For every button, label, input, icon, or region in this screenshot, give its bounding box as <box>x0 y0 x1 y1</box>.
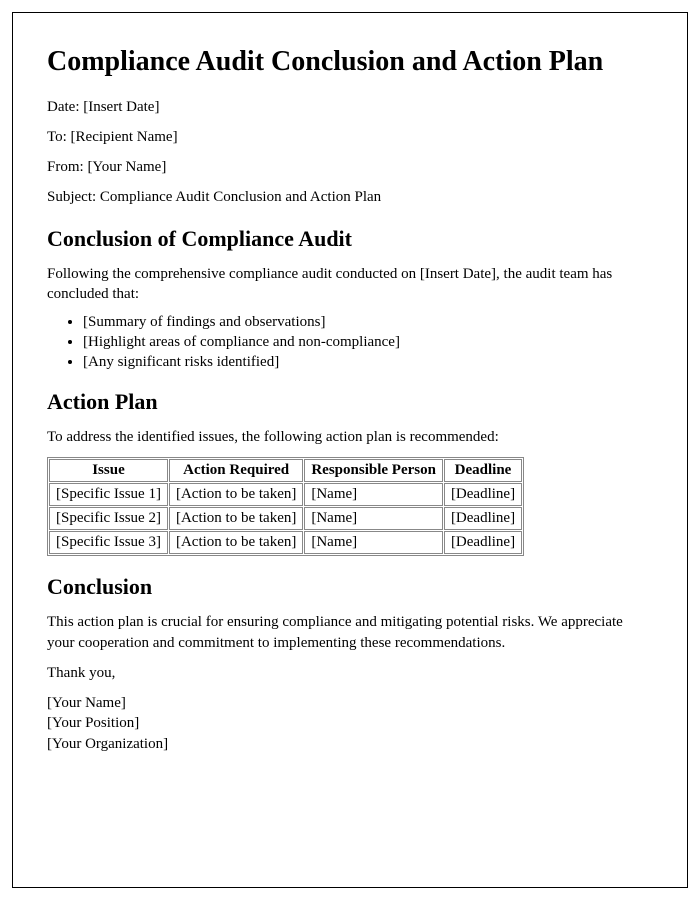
findings-list: [Summary of findings and observations] [… <box>47 314 653 371</box>
from-label: From: <box>47 159 87 175</box>
meta-from: From: [Your Name] <box>47 157 653 177</box>
list-item: [Any significant risks identified] <box>83 354 653 371</box>
table-row: [Specific Issue 2] [Action to be taken] … <box>49 507 522 530</box>
cell-person: [Name] <box>304 531 443 554</box>
date-value: [Insert Date] <box>83 99 159 115</box>
page-title: Compliance Audit Conclusion and Action P… <box>47 45 653 79</box>
cell-action: [Action to be taken] <box>169 507 303 530</box>
signature-organization: [Your Organization] <box>47 734 653 754</box>
from-value: [Your Name] <box>87 159 166 175</box>
subject-value: Compliance Audit Conclusion and Action P… <box>100 189 381 205</box>
col-deadline: Deadline <box>444 459 522 482</box>
cell-issue: [Specific Issue 2] <box>49 507 168 530</box>
date-label: Date: <box>47 99 83 115</box>
table-row: [Specific Issue 3] [Action to be taken] … <box>49 531 522 554</box>
thanks-line: Thank you, <box>47 663 653 683</box>
col-action: Action Required <box>169 459 303 482</box>
cell-action: [Action to be taken] <box>169 531 303 554</box>
section-heading-action-plan: Action Plan <box>47 389 653 415</box>
signature-position: [Your Position] <box>47 713 653 733</box>
to-value: [Recipient Name] <box>71 129 178 145</box>
col-person: Responsible Person <box>304 459 443 482</box>
subject-label: Subject: <box>47 189 100 205</box>
table-header-row: Issue Action Required Responsible Person… <box>49 459 522 482</box>
cell-person: [Name] <box>304 483 443 506</box>
meta-subject: Subject: Compliance Audit Conclusion and… <box>47 187 653 207</box>
cell-action: [Action to be taken] <box>169 483 303 506</box>
intro-placeholder: [Insert Date] <box>420 266 496 282</box>
meta-to: To: [Recipient Name] <box>47 127 653 147</box>
section-heading-conclusion-audit: Conclusion of Compliance Audit <box>47 226 653 252</box>
cell-issue: [Specific Issue 1] <box>49 483 168 506</box>
list-item: [Highlight areas of compliance and non-c… <box>83 334 653 351</box>
meta-date: Date: [Insert Date] <box>47 97 653 117</box>
cell-deadline: [Deadline] <box>444 507 522 530</box>
cell-issue: [Specific Issue 3] <box>49 531 168 554</box>
section-heading-conclusion: Conclusion <box>47 574 653 600</box>
action-plan-intro: To address the identified issues, the fo… <box>47 427 653 447</box>
col-issue: Issue <box>49 459 168 482</box>
signature-name: [Your Name] <box>47 693 653 713</box>
conclusion-intro: Following the comprehensive compliance a… <box>47 264 653 305</box>
cell-deadline: [Deadline] <box>444 531 522 554</box>
intro-before: Following the comprehensive compliance a… <box>47 266 420 282</box>
cell-person: [Name] <box>304 507 443 530</box>
table-row: [Specific Issue 1] [Action to be taken] … <box>49 483 522 506</box>
document-page: Compliance Audit Conclusion and Action P… <box>12 12 688 888</box>
to-label: To: <box>47 129 71 145</box>
list-item: [Summary of findings and observations] <box>83 314 653 331</box>
cell-deadline: [Deadline] <box>444 483 522 506</box>
action-plan-table: Issue Action Required Responsible Person… <box>47 457 524 556</box>
conclusion-body: This action plan is crucial for ensuring… <box>47 612 653 653</box>
